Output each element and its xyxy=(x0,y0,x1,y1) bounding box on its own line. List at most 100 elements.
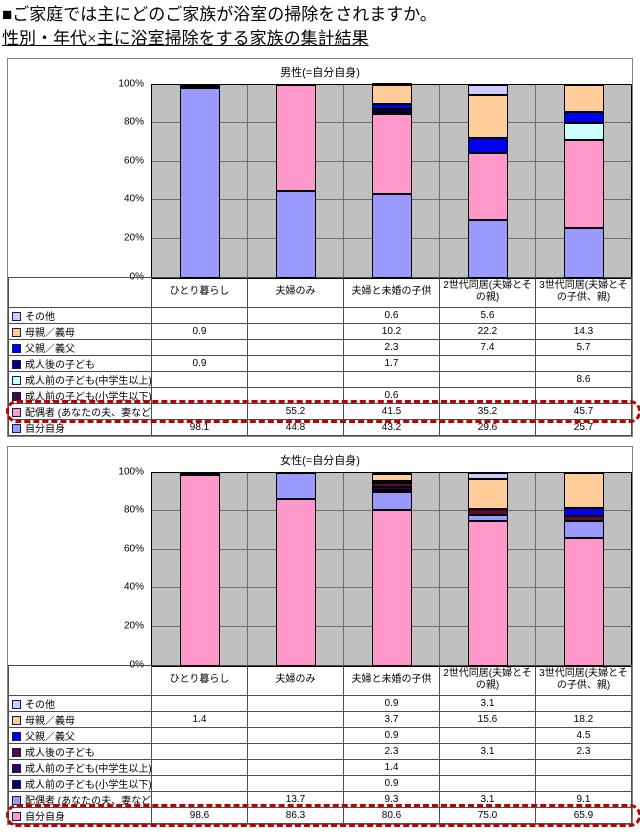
value-cell xyxy=(535,306,632,324)
table-header-row: ひとり暮らし 夫婦のみ 夫婦と未婚の子供 2世代同居(夫婦とその親) 3世代同居(夫婦と… xyxy=(8,664,632,696)
female-chart-figure: 女性(=自分自身) 100% 80% 60% 40% 20% 0% ひとり暮らし 夫婦のみ夫… xyxy=(6,445,640,827)
plot-column xyxy=(152,472,248,666)
value-cell xyxy=(151,742,248,760)
stacked-bar xyxy=(371,82,412,278)
value-cell: 5.6 xyxy=(439,306,536,324)
table-row: 父親／義父 0.9 4.5 xyxy=(8,726,632,744)
table-row: その他 0.6 5.6 xyxy=(8,306,632,324)
value-cell: 3.1 xyxy=(439,694,536,712)
data-table: ひとり暮らし 夫婦のみ 夫婦と未婚の子供 2世代同居(夫婦とその親) 3世代同居(夫婦と… xyxy=(8,664,632,824)
table-row: 配偶者 (あなたの夫、妻など) 55.2 41.5 35.2 45.7 xyxy=(8,402,632,420)
stacked-bar xyxy=(179,84,220,278)
legend-label-cell: 成人前の子ども(中学生以上) xyxy=(8,758,152,776)
legend-label-cell: 母親／義母 xyxy=(8,710,152,728)
table-row: 母親／義母 1.4 3.7 15.6 18.2 xyxy=(8,710,632,728)
legend-color-swatch xyxy=(12,311,21,321)
value-cell xyxy=(247,354,344,372)
plot-column xyxy=(536,84,631,278)
value-cell: 0.9 xyxy=(343,694,440,712)
legend-color-swatch xyxy=(12,327,21,337)
legend-label-cell: 父親／義父 xyxy=(8,726,152,744)
bar-segment xyxy=(179,88,220,278)
value-cell: 7.4 xyxy=(439,338,536,356)
chart-title: 男性(=自分自身) xyxy=(280,66,360,79)
bar-segment xyxy=(467,84,508,96)
y-axis-tick-label: 60% xyxy=(123,543,144,555)
bar-segment xyxy=(467,152,508,221)
legend-label: 配偶者 (あなたの夫、妻など) xyxy=(25,407,152,419)
value-cell: 1.4 xyxy=(343,758,440,776)
y-axis-tick-label: 60% xyxy=(123,155,144,167)
bar-segment xyxy=(563,228,604,278)
legend-label-cell: 父親／義父 xyxy=(8,338,152,356)
plot-column xyxy=(344,471,440,666)
value-cell: 13.7 xyxy=(247,790,344,808)
value-cell xyxy=(439,386,536,404)
legend-label: その他 xyxy=(25,311,55,323)
male-chart-figure: 男性(=自分自身) 100% 80% 60% 40% 20% 0% ひとり暮らし 夫婦のみ夫… xyxy=(6,57,640,437)
table-row: 成人後の子ども 2.3 3.1 2.3 xyxy=(8,742,632,760)
legend-label-cell: 成人前の子ども(小学生以下) xyxy=(8,386,152,404)
legend-color-swatch xyxy=(12,731,21,741)
bar-segment xyxy=(467,472,508,479)
value-cell: 5.7 xyxy=(535,338,632,356)
plot-column xyxy=(344,82,440,278)
value-cell xyxy=(151,774,248,792)
category-header-cell: 2世代同居(夫婦とその親) xyxy=(439,664,536,696)
value-cell xyxy=(151,758,248,776)
value-cell xyxy=(535,758,632,776)
value-cell xyxy=(247,322,344,340)
legend-color-swatch xyxy=(12,391,21,401)
value-cell xyxy=(247,306,344,324)
y-axis: 100% 80% 60% 40% 20% 0% xyxy=(8,78,151,282)
legend-label: 成人前の子ども(中学生以上) xyxy=(25,763,152,775)
bar-segment xyxy=(563,123,604,140)
y-axis-tick-label: 100% xyxy=(118,78,144,90)
bar-segment xyxy=(371,487,412,491)
value-cell xyxy=(247,710,344,728)
bar-segment xyxy=(563,112,604,124)
value-cell: 4.5 xyxy=(535,726,632,744)
data-table-wrap: ひとり暮らし 夫婦のみ 夫婦と未婚の子供 2世代同居(夫婦とその親) 3世代同居(夫婦と… xyxy=(6,664,640,827)
bar-segment xyxy=(563,520,604,539)
value-cell xyxy=(151,726,248,744)
value-cell: 0.9 xyxy=(151,354,248,372)
legend-label: その他 xyxy=(25,699,55,711)
value-cell xyxy=(151,370,248,388)
bar-segment xyxy=(563,472,604,508)
category-header-cell: 2世代同居(夫婦とその親) xyxy=(439,276,536,308)
page-title-line2: 性別・年代×主に浴室掃除をする家族の集計結果 xyxy=(2,28,369,48)
legend-label: 自分自身 xyxy=(25,811,65,823)
bar-segment xyxy=(371,490,412,493)
legend-label-cell: 成人後の子ども xyxy=(8,742,152,760)
value-cell xyxy=(151,790,248,808)
category-header-cell: ひとり暮らし xyxy=(151,664,248,696)
y-axis: 100% 80% 60% 40% 20% 0% xyxy=(8,466,151,670)
value-cell: 43.2 xyxy=(343,418,440,436)
value-cell: 44.8 xyxy=(247,418,344,436)
y-axis-tick-label: 40% xyxy=(123,193,144,205)
value-cell xyxy=(247,742,344,760)
bar-segment xyxy=(467,138,508,153)
value-cell: 75.0 xyxy=(439,806,536,824)
data-table-wrap: ひとり暮らし 夫婦のみ 夫婦と未婚の子供 2世代同居(夫婦とその親) 3世代同居(夫婦と… xyxy=(6,276,640,436)
table-header: ひとり暮らし 夫婦のみ 夫婦と未婚の子供 2世代同居(夫婦とその親) 3世代同居(夫婦と… xyxy=(8,664,632,696)
stacked-bar xyxy=(467,472,508,666)
legend-label: 母親／義母 xyxy=(25,327,75,339)
chart-area: 100% 80% 60% 40% 20% 0% xyxy=(8,78,632,282)
legend-label-cell: 母親／義母 xyxy=(8,322,152,340)
value-cell: 10.2 xyxy=(343,322,440,340)
value-cell xyxy=(151,306,248,324)
table-row: 自分自身 98.1 44.8 43.2 29.6 25.7 xyxy=(8,418,632,436)
value-cell: 45.7 xyxy=(535,402,632,420)
bar-segment xyxy=(371,82,412,85)
value-cell: 86.3 xyxy=(247,806,344,824)
page-title: ■ご家庭では主にどのご家族が浴室の掃除をされますか。 性別・年代×主に浴室掃除を… xyxy=(0,0,640,55)
bar-segment xyxy=(467,508,508,515)
legend-label: 成人後の子ども xyxy=(25,359,95,371)
bar-segment xyxy=(371,473,412,481)
data-table: ひとり暮らし 夫婦のみ 夫婦と未婚の子供 2世代同居(夫婦とその親) 3世代同居(夫婦と… xyxy=(8,276,632,436)
category-header-cell: 夫婦のみ xyxy=(247,276,344,308)
value-cell xyxy=(439,354,536,372)
stacked-bar xyxy=(467,84,508,278)
